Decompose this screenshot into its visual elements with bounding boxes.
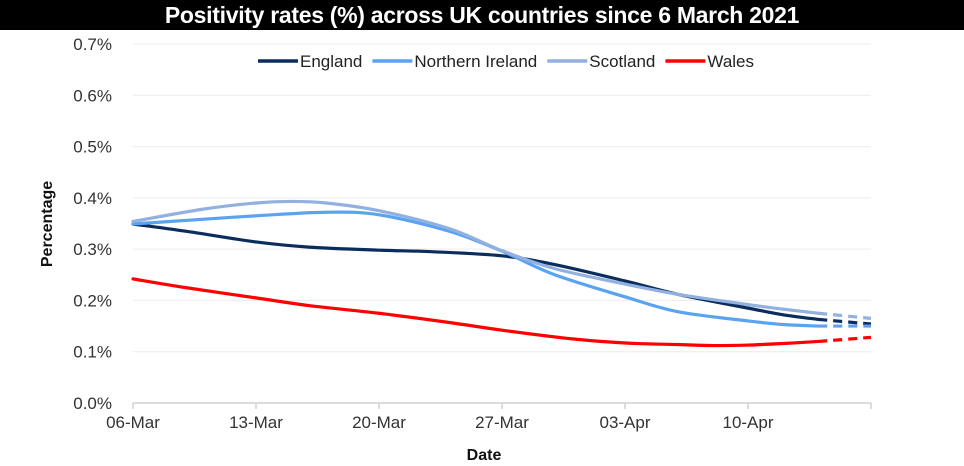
y-axis-ticks: 0.0% 0.1% 0.2% 0.3% 0.4% 0.5% 0.6% 0.7% <box>73 35 112 413</box>
series-line-wales-projection <box>818 335 872 344</box>
y-tick-label: 0.2% <box>73 291 112 310</box>
x-tick-label: 10-Apr <box>722 413 773 432</box>
chart-title: Positivity rates (%) across UK countries… <box>0 0 964 30</box>
x-tick-label: 27-Mar <box>475 413 529 432</box>
series-line-england-projection <box>818 317 872 326</box>
legend-label-scotland: Scotland <box>589 52 655 71</box>
series-line-wales <box>131 277 820 348</box>
series-line-scotland <box>131 199 820 315</box>
series-line-england <box>131 222 820 322</box>
x-axis-label: Date <box>467 447 502 464</box>
y-tick-label: 0.6% <box>73 86 112 105</box>
x-tick-label: 13-Mar <box>229 413 283 432</box>
x-axis: 06-Mar 13-Mar 20-Mar 27-Mar 03-Apr 10-Apr <box>106 402 872 432</box>
x-tick-label: 20-Mar <box>352 413 406 432</box>
legend: England Northern Ireland Scotland Wales <box>258 52 754 71</box>
legend-label-wales: Wales <box>707 52 754 71</box>
y-tick-label: 0.4% <box>73 189 112 208</box>
x-tick-label: 06-Mar <box>106 413 160 432</box>
series-line-northern-ireland <box>131 210 820 328</box>
y-tick-label: 0.5% <box>73 138 112 157</box>
y-tick-label: 0.3% <box>73 240 112 259</box>
y-axis-label: Percentage <box>39 181 56 267</box>
y-tick-label: 0.1% <box>73 343 112 362</box>
legend-label-northern-ireland: Northern Ireland <box>414 52 537 71</box>
x-tick-label: 03-Apr <box>599 413 650 432</box>
y-tick-label: 0.7% <box>73 35 112 54</box>
legend-label-england: England <box>300 52 362 71</box>
series-line-scotland-projection <box>818 311 872 320</box>
series-lines <box>131 199 872 348</box>
y-tick-label: 0.0% <box>73 394 112 413</box>
